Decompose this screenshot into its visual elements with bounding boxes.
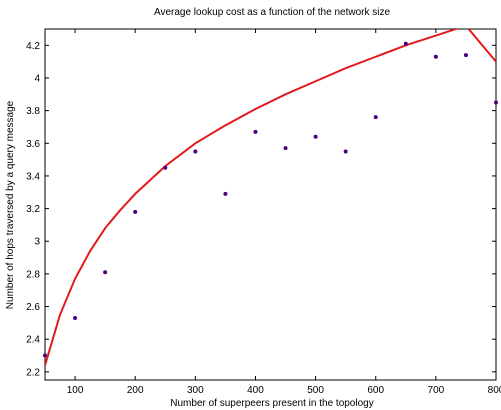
axis-ticks: 100 200 300 400 500 600 700 800 2.2 2.4 2.6 2.8 3 3.2… — [26, 29, 501, 396]
x-tick-label: 100 — [67, 385, 84, 396]
x-tick-label: 300 — [187, 385, 204, 396]
y-tick-label: 3.2 — [26, 204, 40, 215]
data-point — [283, 146, 288, 151]
x-axis-label: Number of superpeers present in the topo… — [170, 398, 373, 409]
data-point — [494, 100, 498, 105]
x-tick-label: 200 — [127, 385, 144, 396]
data-point — [433, 54, 438, 59]
data-point — [343, 149, 348, 154]
x-tick-label: 800 — [488, 385, 501, 396]
data-point — [373, 115, 378, 120]
y-tick-label: 4 — [34, 73, 40, 84]
data-points-layer — [43, 41, 498, 358]
y-tick-label: 4.2 — [26, 41, 40, 52]
y-tick-label: 2.2 — [26, 367, 40, 378]
data-point — [133, 209, 138, 214]
data-point — [403, 41, 408, 46]
data-point — [313, 134, 318, 139]
data-point — [193, 149, 198, 154]
x-tick-label: 700 — [428, 385, 445, 396]
y-tick-label: 3.8 — [26, 106, 40, 117]
y-tick-label: 3 — [34, 237, 40, 248]
plot-area — [44, 28, 497, 381]
data-point — [253, 129, 258, 134]
fitted-curve-layer — [45, 29, 496, 366]
data-point — [43, 353, 47, 358]
chart-title: Average lookup cost as a function of the… — [154, 7, 391, 18]
y-tick-label: 3.6 — [26, 139, 40, 150]
y-tick-label: 2.8 — [26, 269, 40, 280]
data-point — [73, 315, 78, 320]
y-axis-label: Number of hops traversed by a query mess… — [5, 100, 16, 309]
data-point — [103, 270, 108, 275]
fitted-curve — [45, 29, 496, 366]
y-tick-label: 2.4 — [26, 335, 40, 346]
x-tick-label: 400 — [247, 385, 264, 396]
data-point — [163, 165, 168, 170]
x-tick-label: 500 — [307, 385, 324, 396]
data-point — [463, 53, 468, 58]
y-tick-label: 2.6 — [26, 302, 40, 313]
y-tick-label: 3.4 — [26, 171, 40, 182]
data-point — [223, 191, 228, 196]
x-tick-label: 600 — [367, 385, 384, 396]
